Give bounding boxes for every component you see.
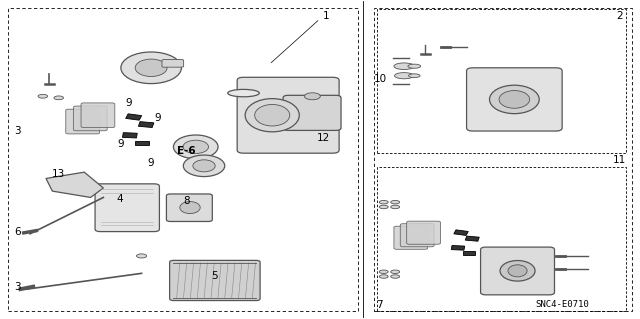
Text: 2: 2 — [616, 11, 623, 21]
Ellipse shape — [499, 91, 530, 108]
Ellipse shape — [135, 59, 167, 77]
FancyBboxPatch shape — [467, 68, 562, 131]
Ellipse shape — [508, 265, 527, 277]
Ellipse shape — [180, 202, 200, 214]
FancyBboxPatch shape — [74, 106, 107, 131]
Ellipse shape — [380, 200, 388, 204]
Text: 13: 13 — [52, 169, 65, 179]
Ellipse shape — [391, 205, 399, 209]
FancyBboxPatch shape — [166, 194, 212, 221]
Ellipse shape — [255, 105, 290, 126]
Ellipse shape — [408, 74, 420, 78]
Text: 9: 9 — [118, 139, 125, 149]
Ellipse shape — [305, 93, 320, 100]
Ellipse shape — [380, 270, 388, 273]
Ellipse shape — [391, 270, 399, 273]
Text: 10: 10 — [374, 74, 387, 84]
Ellipse shape — [183, 155, 225, 177]
FancyBboxPatch shape — [170, 260, 260, 300]
Ellipse shape — [121, 52, 181, 84]
Text: 6: 6 — [15, 227, 21, 237]
Text: 5: 5 — [212, 271, 218, 281]
Bar — [465, 236, 479, 241]
Ellipse shape — [54, 96, 63, 100]
Bar — [125, 114, 141, 120]
Ellipse shape — [394, 73, 413, 79]
Bar — [135, 141, 149, 145]
Ellipse shape — [391, 275, 399, 278]
Ellipse shape — [391, 200, 399, 204]
Text: 7: 7 — [376, 300, 383, 310]
FancyBboxPatch shape — [66, 109, 100, 134]
Bar — [374, 8, 632, 311]
Bar — [378, 167, 626, 311]
Text: 12: 12 — [317, 133, 330, 143]
Text: 3: 3 — [15, 126, 21, 136]
FancyBboxPatch shape — [481, 247, 554, 295]
FancyBboxPatch shape — [283, 95, 341, 130]
Ellipse shape — [193, 160, 215, 172]
FancyBboxPatch shape — [400, 224, 434, 247]
Text: 1: 1 — [323, 11, 330, 21]
Bar — [122, 133, 137, 138]
Text: SNC4-E0710: SNC4-E0710 — [535, 300, 589, 309]
Bar — [463, 251, 476, 255]
FancyBboxPatch shape — [95, 184, 159, 232]
Ellipse shape — [38, 94, 47, 98]
FancyBboxPatch shape — [394, 226, 428, 249]
Ellipse shape — [380, 275, 388, 278]
Ellipse shape — [228, 89, 259, 97]
Text: 4: 4 — [116, 194, 123, 204]
Ellipse shape — [408, 64, 420, 68]
Text: 3: 3 — [15, 282, 21, 292]
Ellipse shape — [394, 63, 414, 70]
Bar — [454, 230, 468, 235]
Ellipse shape — [500, 261, 535, 281]
Ellipse shape — [380, 205, 388, 209]
Bar — [451, 246, 465, 250]
Ellipse shape — [173, 135, 218, 159]
Text: 9: 9 — [148, 158, 154, 168]
Text: 11: 11 — [613, 155, 626, 166]
FancyBboxPatch shape — [162, 60, 184, 67]
Ellipse shape — [136, 254, 147, 258]
Ellipse shape — [490, 85, 540, 114]
FancyBboxPatch shape — [81, 103, 115, 128]
FancyBboxPatch shape — [237, 77, 339, 153]
Ellipse shape — [245, 99, 300, 132]
Bar — [8, 8, 358, 311]
Bar — [378, 9, 626, 153]
Ellipse shape — [183, 140, 209, 153]
Text: E-6: E-6 — [177, 146, 195, 156]
Text: 8: 8 — [183, 196, 189, 206]
Text: 9: 9 — [125, 98, 132, 108]
Polygon shape — [46, 172, 103, 197]
Text: 9: 9 — [154, 113, 161, 123]
FancyBboxPatch shape — [406, 221, 440, 244]
Bar — [138, 122, 154, 128]
